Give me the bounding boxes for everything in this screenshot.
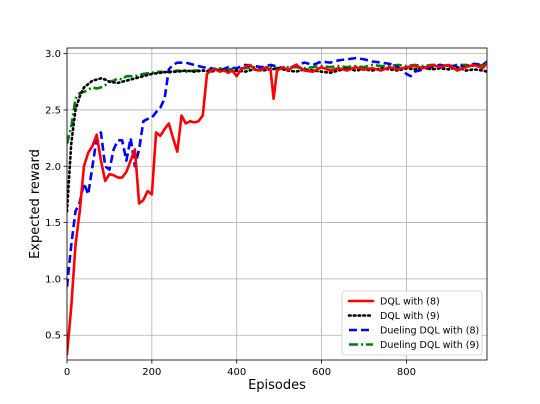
legend-label: DQL with (9) [380, 311, 440, 322]
plot-frame [66, 47, 488, 361]
x-tick-label: 800 [397, 367, 416, 378]
y-tick-label: 2.0 [45, 162, 61, 173]
x-tick-label: 0 [64, 367, 70, 378]
legend-box [341, 290, 483, 356]
x-tick-label: 400 [227, 367, 246, 378]
series-line-1 [67, 61, 487, 356]
legend: DQL with (8) DQL with (9) Dueling DQL with… [341, 290, 483, 356]
x-axis-title: Episodes [248, 378, 306, 393]
y-tick-label: 1.0 [45, 274, 61, 285]
y-tick-label: 2.5 [45, 105, 61, 116]
series-layer [67, 56, 487, 356]
x-tick-label: 200 [142, 367, 161, 378]
y-axis-title: Expected reward [28, 149, 43, 259]
y-tick-label: 0.5 [45, 331, 61, 342]
x-tick-label: 600 [312, 367, 331, 378]
legend-label: Dueling DQL with (9) [380, 340, 479, 351]
tick-layer: 0 200 400 600 800 0.5 1.0 1.5 2.0 2.5 3.0 [45, 49, 416, 378]
series-line-3 [67, 56, 487, 287]
legend-label: DQL with (8) [380, 297, 440, 308]
y-tick-label: 3.0 [45, 49, 61, 60]
y-tick-label: 1.5 [45, 218, 61, 229]
grid-layer [66, 48, 487, 360]
legend-label: Dueling DQL with (8) [380, 326, 479, 337]
